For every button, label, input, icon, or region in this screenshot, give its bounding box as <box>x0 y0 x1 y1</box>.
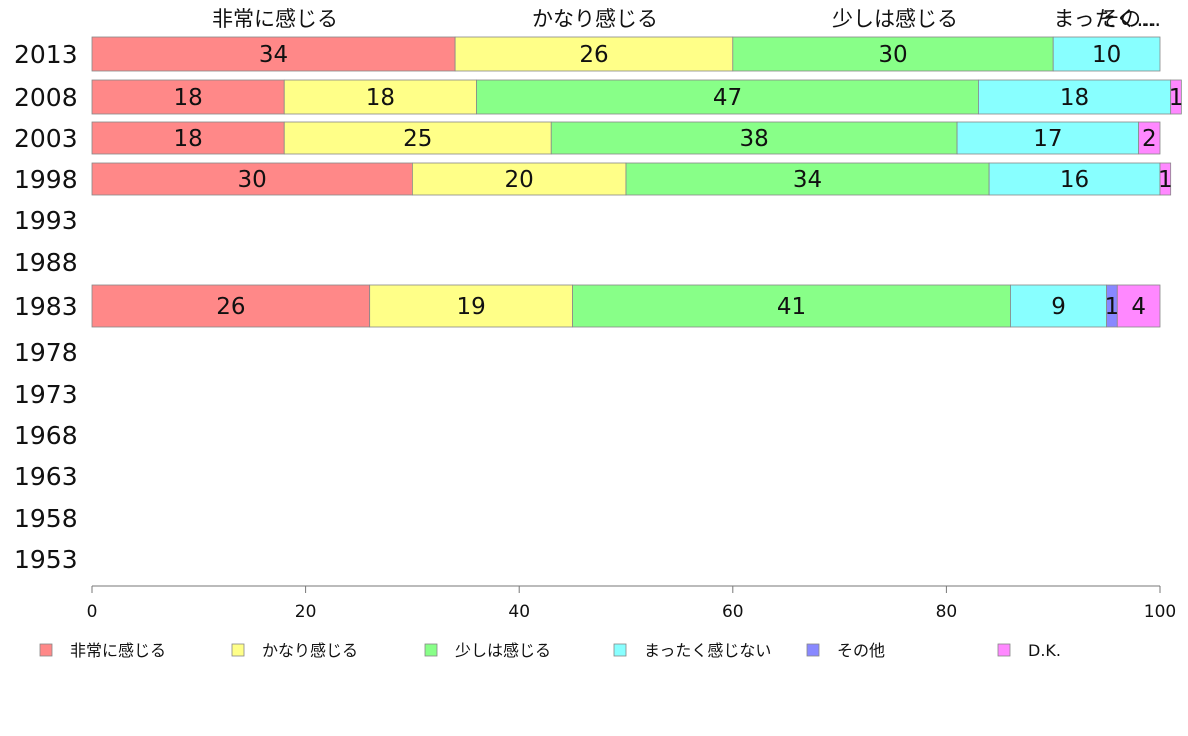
bar-label-1983-4: 1 <box>1105 294 1120 320</box>
bar-2008-0 <box>91 79 285 115</box>
bar-1998-5 <box>1159 162 1172 196</box>
bar-1998-2 <box>625 162 990 196</box>
legend-label-3: まったく感じない <box>644 641 771 660</box>
x-tick-label-60: 60 <box>722 602 744 622</box>
year-label-1998: 1998 <box>14 165 78 194</box>
year-label-2003: 2003 <box>14 124 78 153</box>
x-tick-label-40: 40 <box>508 602 530 622</box>
bar-2008-5 <box>1170 79 1182 115</box>
year-label-1993: 1993 <box>14 206 78 235</box>
bar-2013-1 <box>454 36 734 72</box>
year-label-1978: 1978 <box>14 338 78 367</box>
bar-label-2013-0: 34 <box>259 42 288 68</box>
bar-label-2008-1: 18 <box>366 85 395 111</box>
bar-label-2008-5: 1 <box>1169 85 1184 111</box>
year-label-1973: 1973 <box>14 380 78 409</box>
year-label-1958: 1958 <box>14 504 78 533</box>
bar-label-2003-0: 18 <box>173 126 202 152</box>
legend-swatch-4 <box>806 643 820 657</box>
bar-label-2008-0: 18 <box>173 85 202 111</box>
year-label-1988: 1988 <box>14 248 78 277</box>
bar-1983-3 <box>1010 284 1107 328</box>
bar-label-1998-2: 34 <box>793 167 822 193</box>
year-label-1963: 1963 <box>14 462 78 491</box>
top-label-0: 非常に感じる <box>212 7 338 31</box>
bar-label-2003-1: 25 <box>403 126 432 152</box>
bar-label-2003-5: 2 <box>1142 126 1157 152</box>
bar-2003-2 <box>550 121 958 155</box>
bar-label-1998-5: 1 <box>1158 167 1173 193</box>
year-label-1968: 1968 <box>14 421 78 450</box>
x-tick-label-0: 0 <box>87 602 98 622</box>
bar-1998-3 <box>988 162 1161 196</box>
x-tick-label-20: 20 <box>295 602 317 622</box>
bar-2008-1 <box>283 79 477 115</box>
bar-1983-1 <box>369 284 573 328</box>
bar-2013-0 <box>91 36 456 72</box>
legend: 非常に感じる かなり感じる 少しは感じる まったく感じない その他 D.K. <box>39 641 1061 660</box>
top-label-3: まったく... <box>1053 7 1156 31</box>
bar-2008-2 <box>476 79 979 115</box>
legend-swatch-1 <box>231 643 245 657</box>
year-label-1983: 1983 <box>14 292 78 321</box>
bar-1983-2 <box>572 284 1011 328</box>
legend-label-5: D.K. <box>1028 641 1061 660</box>
x-axis: 0 20 40 60 80 100 <box>87 585 1176 622</box>
bar-label-2008-3: 18 <box>1060 85 1089 111</box>
legend-label-4: その他 <box>837 641 885 660</box>
x-tick-label-100: 100 <box>1144 602 1176 622</box>
year-label-1953: 1953 <box>14 545 78 574</box>
legend-swatch-2 <box>424 643 438 657</box>
bar-label-1983-5: 4 <box>1131 294 1146 320</box>
bar-label-1983-1: 19 <box>456 294 485 320</box>
bar-1998-1 <box>411 162 627 196</box>
bar-2008-3 <box>978 79 1172 115</box>
legend-swatch-3 <box>613 643 627 657</box>
year-labels: 2013 2008 2003 1998 1993 1988 1983 1978 1973 1968… <box>14 40 78 574</box>
bar-label-1998-1: 20 <box>505 167 534 193</box>
bar-label-2003-2: 38 <box>740 126 769 152</box>
bar-label-2003-3: 17 <box>1033 126 1062 152</box>
bar-label-1998-0: 30 <box>238 167 267 193</box>
year-label-2008: 2008 <box>14 83 78 112</box>
bar-2003-1 <box>283 121 552 155</box>
x-tick-label-80: 80 <box>936 602 958 622</box>
bar-1983-5 <box>1116 284 1161 328</box>
bar-label-1983-2: 41 <box>777 294 806 320</box>
bar-1998-0 <box>91 162 413 196</box>
bar-2013-2 <box>732 36 1054 72</box>
bar-label-1998-3: 16 <box>1060 167 1089 193</box>
top-label-4: その... <box>1099 7 1161 31</box>
bar-label-1983-0: 26 <box>216 294 245 320</box>
legend-swatch-0 <box>39 643 53 657</box>
top-series-labels: 非常に感じる かなり感じる 少しは感じる まったく...その... <box>212 7 1161 31</box>
legend-label-2: 少しは感じる <box>455 641 551 660</box>
bar-2003-3 <box>956 121 1140 155</box>
legend-label-1: かなり感じる <box>262 641 358 660</box>
legend-swatch-5 <box>997 643 1011 657</box>
top-label-2: 少しは感じる <box>832 7 958 31</box>
bar-1983-0 <box>91 284 371 328</box>
bar-label-1983-3: 9 <box>1051 294 1066 320</box>
bar-label-2013-1: 26 <box>579 42 608 68</box>
bar-2003-5 <box>1138 121 1161 155</box>
bar-label-2013-3: 10 <box>1092 42 1121 68</box>
top-label-1: かなり感じる <box>532 7 658 31</box>
bar-label-2013-2: 30 <box>878 42 907 68</box>
legend-label-0: 非常に感じる <box>70 641 166 660</box>
bar-2013-3 <box>1052 36 1161 72</box>
year-label-2013: 2013 <box>14 40 78 69</box>
bar-label-2008-2: 47 <box>713 85 742 111</box>
bar-2003-0 <box>91 121 285 155</box>
